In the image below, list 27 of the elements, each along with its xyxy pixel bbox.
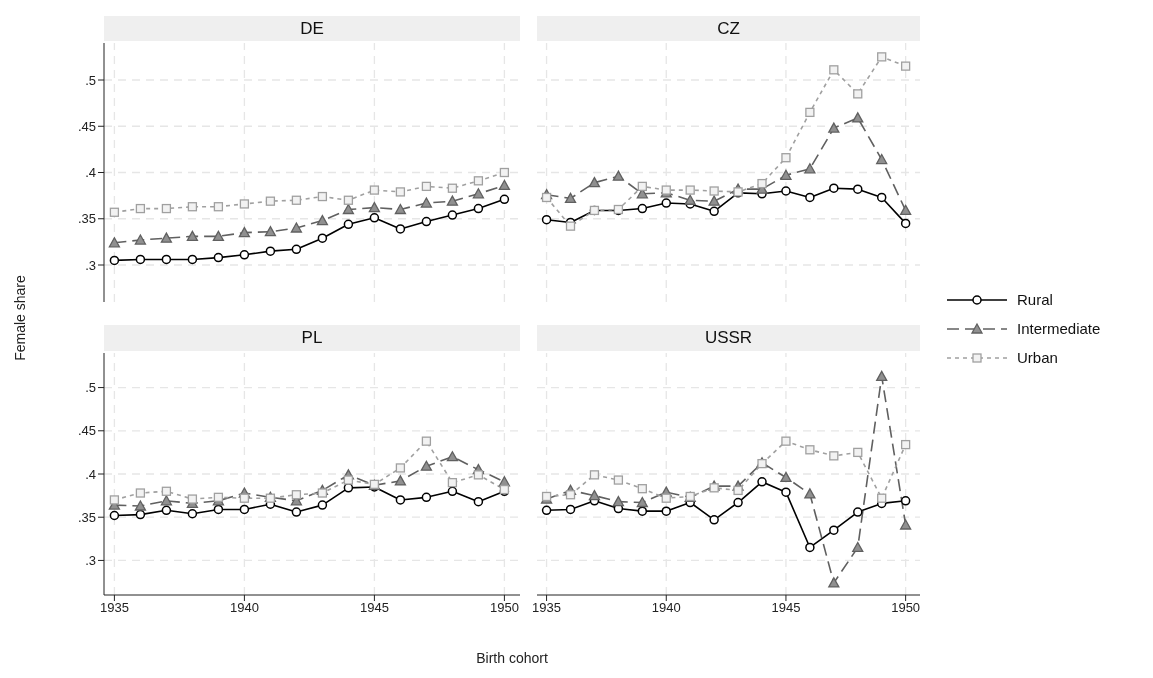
chart-title: DE (104, 16, 520, 41)
x-tick-label: 1940 (651, 600, 681, 616)
legend-label: Rural (1017, 291, 1053, 308)
y-tick-label: .35 (77, 509, 96, 525)
chart-title: PL (104, 325, 520, 351)
y-tick-label: .3 (85, 553, 96, 569)
x-tick-label: 1935 (532, 600, 562, 616)
legend-label: Intermediate (1017, 320, 1101, 337)
chart-title: USSR (537, 325, 920, 351)
y-tick-label: .4 (85, 466, 96, 482)
x-tick-label: 1945 (359, 600, 389, 616)
y-tick-label: .4 (85, 165, 96, 181)
y-tick-label: .3 (85, 257, 96, 273)
y-tick-label: .45 (77, 118, 96, 134)
x-axis-title: Birth cohort (476, 650, 548, 666)
x-tick-label: 1935 (99, 600, 129, 616)
x-tick-label: 1950 (489, 600, 519, 616)
x-tick-label: 1940 (229, 600, 259, 616)
y-tick-label: .5 (85, 72, 96, 88)
chart-title: CZ (537, 16, 920, 41)
y-tick-label: .35 (77, 211, 96, 227)
y-tick-label: .5 (85, 380, 96, 396)
legend-label: Urban (1017, 349, 1058, 366)
y-axis-title: Female share (12, 275, 28, 361)
x-tick-label: 1950 (891, 600, 921, 616)
y-tick-label: .45 (77, 423, 96, 439)
x-tick-label: 1945 (771, 600, 801, 616)
